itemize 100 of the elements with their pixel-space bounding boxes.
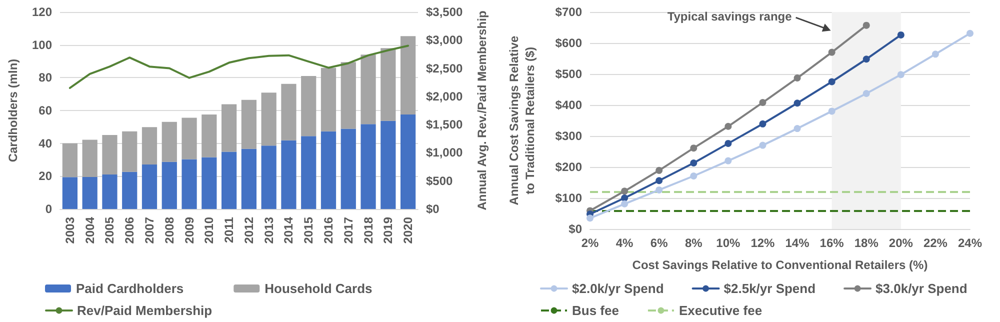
- y2-axis-title: Annual Avg. Rev./Paid Membership: [475, 10, 489, 210]
- x-tick-label: 2005: [102, 216, 117, 244]
- y2-tick-label: $1,000: [426, 146, 464, 160]
- y-tick-label: 100: [32, 38, 52, 52]
- bar: [162, 162, 177, 209]
- x-tick-label: 2019: [381, 216, 396, 244]
- legend-label: Rev/Paid Membership: [77, 303, 212, 318]
- bar: [340, 62, 356, 129]
- bar: [301, 76, 316, 136]
- bar: [320, 68, 336, 132]
- y2-tick-label: $0: [426, 202, 440, 216]
- y-tick-label: 0: [45, 202, 52, 216]
- x-tick-label: 2%: [581, 236, 599, 250]
- point: [759, 120, 766, 128]
- point: [690, 144, 698, 152]
- y-tick-label: $600: [555, 36, 582, 50]
- x-tick-label: 2006: [122, 216, 137, 244]
- x-tick-label: 14%: [785, 236, 810, 250]
- y-tick-label: $100: [555, 191, 582, 205]
- y-axis-title: Cardholders (mln): [6, 58, 20, 162]
- x-tick-label: 4%: [616, 236, 634, 250]
- point: [621, 200, 628, 208]
- y-tick-label: 60: [38, 104, 52, 118]
- point: [897, 71, 904, 78]
- x-tick-label: 2004: [82, 216, 97, 244]
- point: [724, 122, 732, 130]
- bar: [340, 128, 356, 209]
- x-axis-title: Cost Savings Relative to Conventional Retailers (%): [632, 258, 928, 272]
- point: [690, 172, 698, 180]
- y2-tick-label: $2,000: [426, 89, 464, 104]
- x-tick-label: 2015: [302, 216, 316, 244]
- point: [621, 194, 628, 202]
- x-tick-label: 2010: [202, 216, 216, 244]
- x-tick-label: 2018: [361, 216, 376, 244]
- x-tick-label: 2003: [62, 216, 77, 244]
- point: [656, 186, 663, 194]
- y-tick-label: $0: [568, 222, 582, 236]
- x-tick-label: 22%: [923, 236, 948, 250]
- bar: [380, 120, 396, 209]
- legend-label: $2.5k/yr Spend: [724, 281, 816, 296]
- x-tick-label: 16%: [820, 236, 844, 250]
- x-tick-label: 20%: [888, 236, 914, 250]
- bar: [82, 176, 98, 209]
- bar: [380, 48, 396, 121]
- y2-tick-label: $1,500: [426, 118, 464, 132]
- point: [897, 31, 904, 38]
- bar: [360, 54, 376, 124]
- y-tick-label: $300: [555, 129, 582, 143]
- bar: [82, 140, 98, 177]
- point: [656, 177, 663, 184]
- x-tick-label: 6%: [650, 236, 668, 250]
- legend-label: $2.0k/yr Spend: [572, 281, 664, 296]
- y2-tick-label: $3,500: [426, 5, 464, 19]
- x-tick-label: 2020: [401, 216, 416, 244]
- bar: [400, 36, 416, 114]
- y2-tick-label: $500: [426, 174, 454, 188]
- x-tick-label: 2012: [242, 216, 256, 244]
- bar: [182, 159, 197, 209]
- x-tick-label: 2011: [222, 216, 236, 244]
- point: [621, 188, 628, 195]
- point: [862, 56, 870, 63]
- point: [794, 125, 801, 132]
- bar: [360, 124, 376, 209]
- bar: [122, 172, 138, 209]
- y2-tick-label: $3,000: [426, 33, 464, 48]
- point: [932, 50, 939, 58]
- legend-label: Bus fee: [572, 303, 619, 318]
- x-tick-label: 24%: [958, 236, 982, 250]
- y2-tick-label: $2,500: [426, 61, 464, 76]
- y-tick-label: $500: [555, 67, 582, 81]
- point: [724, 157, 732, 164]
- legend-label: Household Cards: [264, 281, 372, 296]
- bar: [62, 143, 78, 178]
- bar: [62, 177, 78, 209]
- point: [862, 22, 870, 29]
- x-tick-label: 2016: [322, 216, 336, 244]
- bar: [241, 148, 256, 209]
- point: [656, 166, 663, 174]
- y-tick-label: 80: [38, 70, 52, 85]
- bar: [320, 131, 336, 209]
- legend-label: Executive fee: [678, 303, 762, 318]
- legend-label: $3.0k/yr Spend: [876, 281, 968, 296]
- point: [828, 108, 836, 115]
- x-tick-label: 2008: [162, 216, 176, 244]
- x-tick-label: 2007: [142, 216, 156, 244]
- bar: [142, 127, 158, 165]
- point: [586, 214, 594, 222]
- bar: [122, 131, 138, 172]
- legend-label: Paid Cardholders: [76, 281, 184, 296]
- bar: [301, 136, 316, 209]
- bar: [261, 92, 276, 146]
- x-tick-label: 2017: [341, 216, 356, 244]
- bar: [281, 140, 296, 209]
- x-tick-label: 2009: [182, 216, 196, 244]
- y-tick-label: $400: [555, 98, 582, 112]
- bar: [400, 114, 416, 209]
- bar: [202, 157, 217, 209]
- y-tick-label: 40: [38, 136, 52, 150]
- bar: [102, 174, 118, 209]
- point: [759, 99, 766, 106]
